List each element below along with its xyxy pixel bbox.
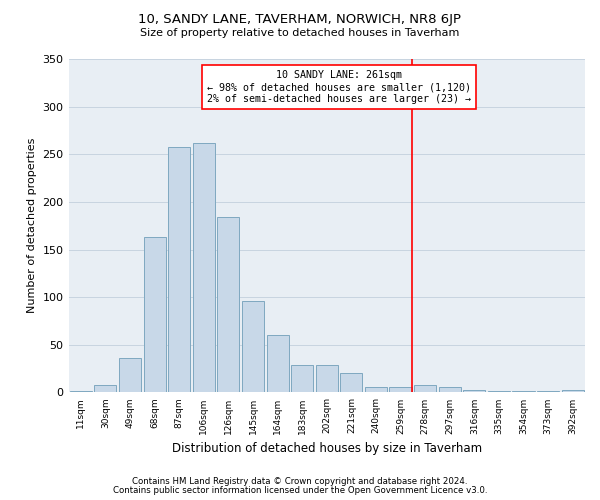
Bar	[414, 385, 436, 392]
Bar	[389, 386, 412, 392]
Bar	[562, 390, 584, 392]
Bar	[143, 237, 166, 392]
Bar	[365, 386, 387, 392]
Bar	[266, 336, 289, 392]
Bar	[291, 365, 313, 392]
Text: Contains public sector information licensed under the Open Government Licence v3: Contains public sector information licen…	[113, 486, 487, 495]
Bar	[70, 390, 92, 392]
Text: Contains HM Land Registry data © Crown copyright and database right 2024.: Contains HM Land Registry data © Crown c…	[132, 477, 468, 486]
X-axis label: Distribution of detached houses by size in Taverham: Distribution of detached houses by size …	[172, 442, 482, 455]
Bar	[463, 390, 485, 392]
Bar	[316, 365, 338, 392]
Bar	[512, 390, 535, 392]
Bar	[217, 217, 239, 392]
Text: 10, SANDY LANE, TAVERHAM, NORWICH, NR8 6JP: 10, SANDY LANE, TAVERHAM, NORWICH, NR8 6…	[139, 12, 461, 26]
Bar	[193, 143, 215, 392]
Y-axis label: Number of detached properties: Number of detached properties	[27, 138, 37, 314]
Bar	[94, 385, 116, 392]
Text: 10 SANDY LANE: 261sqm
← 98% of detached houses are smaller (1,120)
2% of semi-de: 10 SANDY LANE: 261sqm ← 98% of detached …	[207, 70, 471, 104]
Bar	[340, 374, 362, 392]
Bar	[439, 386, 461, 392]
Bar	[488, 390, 510, 392]
Bar	[119, 358, 141, 392]
Text: Size of property relative to detached houses in Taverham: Size of property relative to detached ho…	[140, 28, 460, 38]
Bar	[242, 301, 264, 392]
Bar	[168, 146, 190, 392]
